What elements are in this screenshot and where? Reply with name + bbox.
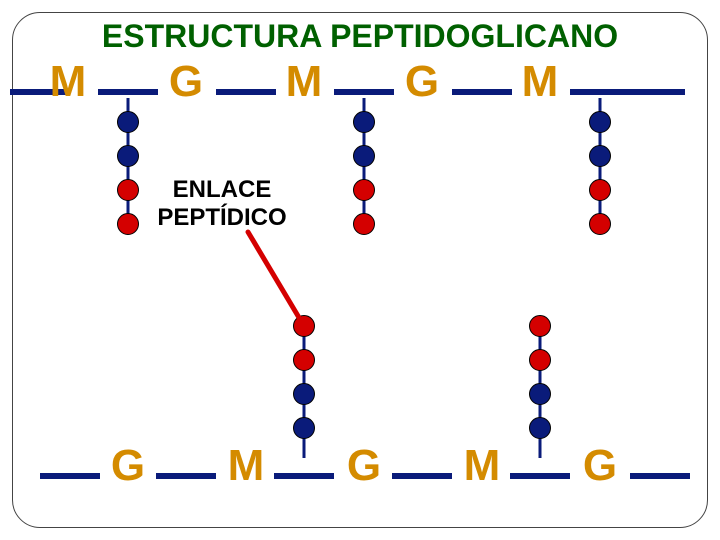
sugar-letter: G [169,57,203,107]
peptide-bead [589,179,611,201]
slide-title: ESTRUCTURA PEPTIDOGLICANO [0,18,720,55]
peptide-bead [293,315,315,337]
peptide-bead [117,145,139,167]
sugar-letter: G [111,441,145,491]
sugar-letter: G [347,441,381,491]
peptide-bead [353,213,375,235]
backbone-dash [570,89,630,95]
backbone-dash [392,473,452,479]
sugar-letter: G [583,441,617,491]
backbone-dash [625,89,685,95]
peptide-bead [589,111,611,133]
peptide-bond-label: ENLACE PEPTÍDICO [157,176,286,232]
peptide-bead [353,145,375,167]
peptide-bead [589,145,611,167]
peptide-bead [117,179,139,201]
backbone-dash [452,89,512,95]
peptide-bead [353,179,375,201]
peptide-bead [293,349,315,371]
peptide-bead [529,349,551,371]
sugar-letter: M [286,57,323,107]
peptide-bead [293,383,315,405]
sugar-letter: M [50,57,87,107]
peptide-bead [117,213,139,235]
backbone-dash [630,473,690,479]
backbone-dash [98,89,158,95]
backbone-dash [334,89,394,95]
sugar-letter: M [228,441,265,491]
backbone-dash [40,473,100,479]
peptide-bead [117,111,139,133]
peptide-bead [293,417,315,439]
backbone-dash [156,473,216,479]
backbone-dash [216,89,276,95]
peptide-bead [353,111,375,133]
peptide-bead [529,417,551,439]
backbone-dash [510,473,570,479]
sugar-letter: M [464,441,501,491]
peptide-bead [589,213,611,235]
peptidoglycan-slide: ESTRUCTURA PEPTIDOGLICANOMGMGMGMGMGENLAC… [0,0,720,540]
peptide-bead [529,383,551,405]
backbone-dash [274,473,334,479]
sugar-letter: M [522,57,559,107]
sugar-letter: G [405,57,439,107]
peptide-bead [529,315,551,337]
